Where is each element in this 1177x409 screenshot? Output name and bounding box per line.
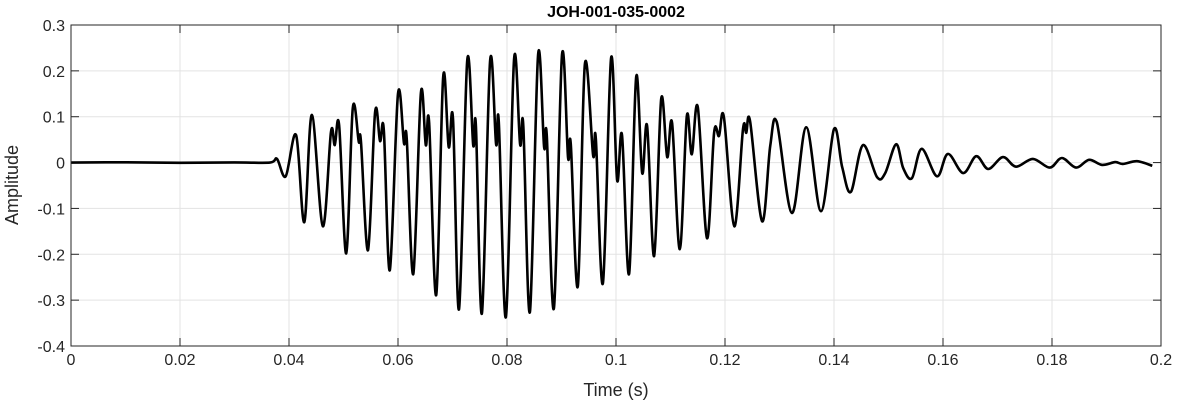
y-tick-label: 0.1 [43,110,65,127]
x-tick-label: 0.1 [605,352,627,369]
y-tick-label: -0.4 [37,339,65,356]
x-tick-label: 0.14 [818,352,849,369]
x-axis-label: Time (s) [583,380,648,400]
y-tick-label: -0.2 [37,247,65,264]
y-tick-label: 0.2 [43,64,65,81]
x-tick-label: 0.12 [709,352,740,369]
axes-box [70,24,1162,347]
y-tick-label: -0.1 [37,201,65,218]
y-tick-label: 0 [56,156,65,173]
x-tick-label: 0.06 [382,352,413,369]
series-line-waveform [70,49,1153,319]
x-tick-label: 0 [67,352,76,369]
y-tick-label: 0.3 [43,18,65,35]
chart-title: JOH-001-035-0002 [547,4,685,21]
x-tick-label: 0.08 [491,352,522,369]
x-tick-label: 0.02 [164,352,195,369]
grid [70,24,1162,347]
x-tick-label: 0.04 [273,352,304,369]
y-axis-label: Amplitude [2,145,22,225]
x-tick-label: 0.16 [927,352,958,369]
axis-ticks: 0 0.02 0.04 0.06 0.08 0.1 0.12 0.14 0.16 0.18 0.2 0… [37,18,1172,369]
x-tick-label: 0.2 [1150,352,1172,369]
x-tick-label: 0.18 [1036,352,1067,369]
y-tick-label: -0.3 [37,293,65,310]
